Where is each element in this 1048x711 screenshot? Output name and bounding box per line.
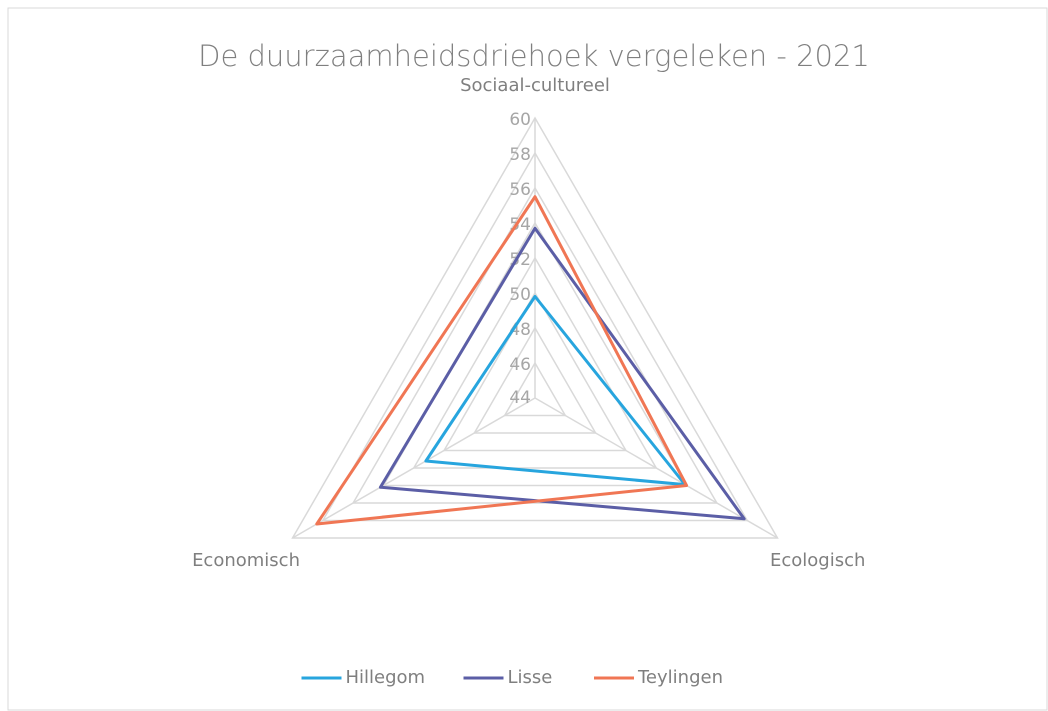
series-line (424, 295, 687, 487)
tick-label: 54 (509, 215, 531, 235)
spoke (534, 397, 778, 539)
category-label: Economisch (192, 550, 300, 571)
chart-frame (7, 7, 1048, 711)
legend-label: Hillegom (346, 667, 426, 688)
chart-title: De duurzaamheidsdriehoek vergeleken - 20… (198, 39, 870, 73)
series-line (378, 226, 746, 521)
legend-label: Teylingen (637, 667, 723, 688)
tick-label: 58 (509, 145, 531, 165)
category-label: Sociaal-cultureel (460, 75, 610, 96)
tick-label: 50 (509, 285, 531, 305)
grid-ring (442, 291, 628, 452)
legend-label: Lisse (508, 667, 553, 688)
tick-label: 46 (509, 355, 531, 375)
series-line (315, 195, 689, 526)
grid-ring (412, 256, 658, 469)
tick-label: 60 (509, 110, 531, 130)
grid-ring (503, 361, 567, 417)
category-label: Ecologisch (770, 550, 865, 571)
grid-ring (291, 116, 779, 539)
grid-ring (351, 186, 719, 504)
spoke (292, 397, 536, 539)
grid-ring (321, 151, 749, 522)
tick-label: 56 (509, 180, 531, 200)
grid-ring (473, 326, 597, 434)
tick-label: 44 (509, 388, 531, 408)
